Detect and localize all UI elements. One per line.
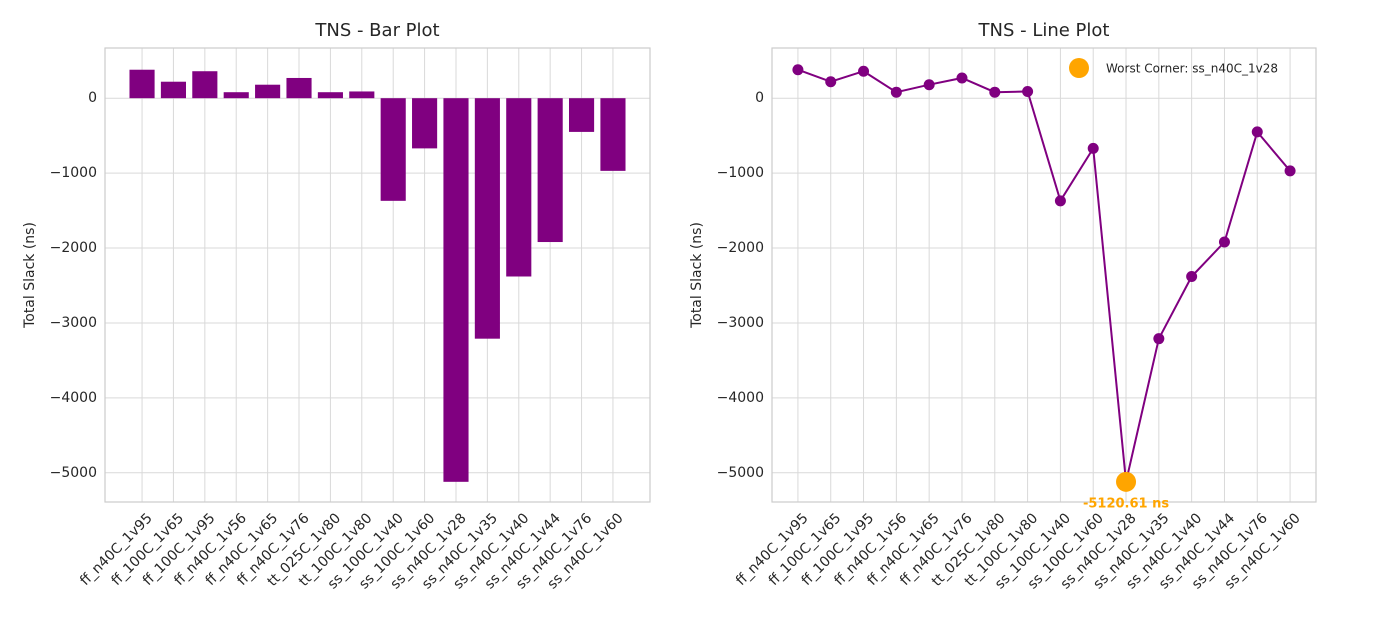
line <box>797 68 1291 483</box>
bar <box>506 98 532 277</box>
plot-frame <box>771 47 1317 503</box>
point <box>989 86 1001 98</box>
highlight-point <box>1116 471 1137 492</box>
point <box>1153 333 1165 345</box>
point <box>923 79 935 91</box>
point <box>1022 85 1034 97</box>
point <box>890 86 902 98</box>
bar <box>129 69 155 99</box>
bar <box>286 77 312 99</box>
y-tick-label: −1000 <box>717 165 764 181</box>
bar <box>160 81 186 99</box>
highlight-label: -5120.61 ns <box>1083 496 1169 511</box>
bar <box>474 98 500 339</box>
point <box>825 76 837 88</box>
y-axis-label: Total Slack (ns) <box>689 222 705 329</box>
y-axis-label: Total Slack (ns) <box>22 222 38 329</box>
y-tick-label: −4000 <box>50 390 97 406</box>
bar <box>255 84 281 99</box>
point <box>1251 126 1263 138</box>
y-tick-label: −2000 <box>717 240 764 256</box>
legend-marker <box>1069 58 1089 78</box>
point <box>1218 236 1230 248</box>
y-tick-label: −4000 <box>717 390 764 406</box>
chart: TNS - Bar Plot Total Slack (ns) −5000 −4000… <box>22 20 651 592</box>
chart-title: TNS - Line Plot <box>978 20 1110 41</box>
bar <box>537 98 563 243</box>
y-tick-label: 0 <box>88 90 97 106</box>
point <box>956 72 968 84</box>
bar <box>412 98 438 149</box>
y-tick-label: −3000 <box>50 315 97 331</box>
y-tick-label: −5000 <box>50 465 97 481</box>
bar <box>192 71 218 99</box>
y-tick-label: −3000 <box>717 315 764 331</box>
point <box>1284 165 1296 177</box>
bar <box>223 92 249 99</box>
y-tick-label: −1000 <box>50 165 97 181</box>
bar <box>600 98 626 171</box>
y-tick-label: 0 <box>755 90 764 106</box>
point <box>1087 142 1099 154</box>
point <box>792 64 804 76</box>
point <box>1186 270 1198 282</box>
bar <box>317 92 343 99</box>
bar <box>349 91 375 99</box>
plot-frame <box>104 47 651 503</box>
bar <box>569 98 595 132</box>
bar <box>443 98 469 482</box>
chart-title: TNS - Bar Plot <box>314 20 439 41</box>
y-tick-label: −2000 <box>50 240 97 256</box>
point <box>858 65 870 77</box>
bar <box>380 98 406 201</box>
legend-label: Worst Corner: ss_n40C_1v28 <box>1106 62 1278 76</box>
point <box>1054 195 1066 207</box>
chart: TNS - Line Plot Total Slack (ns) −5000 −400… <box>689 20 1317 592</box>
y-tick-label: −5000 <box>717 465 764 481</box>
